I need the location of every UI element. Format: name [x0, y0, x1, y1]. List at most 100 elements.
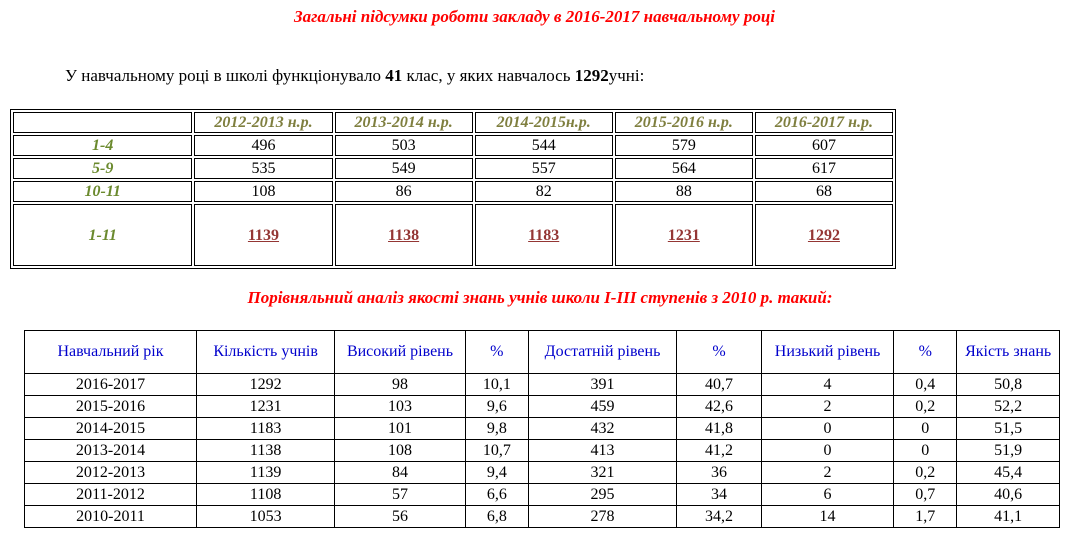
table-cell: 1292 [195, 373, 336, 396]
table-cell: 0,2 [893, 461, 958, 484]
header-cell: Навчальний рік [24, 330, 197, 374]
intro-text-before: У навчальному році в школі функціонувало [65, 66, 386, 85]
table-row: 1-4 496 503 544 579 607 [13, 135, 893, 156]
total-row: 1-11 1139 1138 1183 1231 1292 [13, 204, 893, 266]
table-cell: 40,7 [676, 373, 762, 396]
header-cell: 2012-2013 н.р. [194, 112, 333, 133]
table-cell: 535 [194, 158, 333, 179]
document-title: Загальні підсумки роботи закладу в 2016-… [293, 7, 776, 26]
table-cell: 14 [760, 505, 895, 528]
table-cell: 0 [893, 417, 958, 440]
header-cell: Високий рівень [334, 330, 466, 374]
table-cell: 88 [614, 181, 753, 202]
total-cell: 1231 [614, 204, 753, 266]
table-cell: 34 [676, 483, 762, 506]
table-cell: 1231 [195, 395, 336, 418]
header-cell: 2016-2017 н.р. [754, 112, 893, 133]
table-header-row: Навчальний рік Кількість учнів Високий р… [24, 330, 1060, 374]
table-cell: 544 [474, 135, 613, 156]
quality-table-body: 2016-2017 1292 98 10,1 391 40,7 4 0,4 50,8 2015-2… [24, 373, 1060, 528]
students-count: 1292 [574, 66, 609, 85]
table-cell: 82 [474, 181, 613, 202]
table-cell: 6 [760, 483, 895, 506]
total-row-label: 1-11 [13, 204, 193, 266]
table-cell: 391 [527, 373, 678, 396]
table-cell: 41,2 [676, 439, 762, 462]
header-cell: 2014-2015н.р. [474, 112, 613, 133]
table-cell: 103 [334, 395, 466, 418]
table-cell: 0 [893, 439, 958, 462]
school-year-cell: 2012-2013 [24, 461, 197, 484]
table-cell: 2 [760, 461, 895, 484]
table-cell: 57 [334, 483, 466, 506]
school-year-cell: 2016-2017 [24, 373, 197, 396]
table-cell: 9,4 [464, 461, 529, 484]
table-cell: 1138 [195, 439, 336, 462]
table-cell: 68 [754, 181, 893, 202]
total-cell: 1292 [754, 204, 893, 266]
table-row: 2014-2015 1183 101 9,8 432 41,8 0 0 51,5 [24, 417, 1060, 440]
quality-analysis-table: Навчальний рік Кількість учнів Високий р… [24, 330, 1060, 528]
intro-paragraph: У навчальному році в школі функціонувало… [65, 66, 644, 86]
table-cell: 45,4 [956, 461, 1060, 484]
table-row: 2016-2017 1292 98 10,1 391 40,7 4 0,4 50,8 [24, 373, 1060, 396]
table-cell: 10,7 [464, 439, 529, 462]
classes-count: 41 [385, 66, 403, 85]
intro-text-middle: клас, у яких навчалось [402, 66, 575, 85]
header-cell: % [893, 330, 958, 374]
table-cell: 1,7 [893, 505, 958, 528]
table-cell: 108 [334, 439, 466, 462]
school-year-cell: 2011-2012 [24, 483, 197, 506]
table-cell: 42,6 [676, 395, 762, 418]
table-cell: 0,7 [893, 483, 958, 506]
table-cell: 98 [334, 373, 466, 396]
header-cell: Низький рівень [760, 330, 895, 374]
table-cell: 1053 [195, 505, 336, 528]
table-cell: 51,9 [956, 439, 1060, 462]
table-cell: 496 [194, 135, 333, 156]
table-cell: 579 [614, 135, 753, 156]
table-cell: 36 [676, 461, 762, 484]
table-cell: 557 [474, 158, 613, 179]
table-cell: 321 [527, 461, 678, 484]
header-cell: Якість знань [956, 330, 1060, 374]
table-cell: 101 [334, 417, 466, 440]
table-cell: 0,4 [893, 373, 958, 396]
school-year-cell: 2010-2011 [24, 505, 197, 528]
table-cell: 549 [334, 158, 473, 179]
table-cell: 9,6 [464, 395, 529, 418]
table-cell: 295 [527, 483, 678, 506]
table-cell: 108 [194, 181, 333, 202]
table-cell: 56 [334, 505, 466, 528]
table-cell: 50,8 [956, 373, 1060, 396]
header-cell: Кількість учнів [195, 330, 336, 374]
row-label: 1-4 [13, 135, 193, 156]
table-cell: 1108 [195, 483, 336, 506]
header-cell: % [676, 330, 762, 374]
table-cell: 6,6 [464, 483, 529, 506]
table-row: 2011-2012 1108 57 6,6 295 34 6 0,7 40,6 [24, 483, 1060, 506]
table-cell: 432 [527, 417, 678, 440]
table-cell: 0 [760, 417, 895, 440]
table-cell: 459 [527, 395, 678, 418]
total-cell: 1183 [474, 204, 613, 266]
table-cell: 10,1 [464, 373, 529, 396]
table-cell: 84 [334, 461, 466, 484]
table-row: 2013-2014 1138 108 10,7 413 41,2 0 0 51,9 [24, 439, 1060, 462]
total-cell: 1138 [334, 204, 473, 266]
table-cell: 40,6 [956, 483, 1060, 506]
table-cell: 34,2 [676, 505, 762, 528]
school-year-cell: 2015-2016 [24, 395, 197, 418]
table-cell: 4 [760, 373, 895, 396]
table-row: 2015-2016 1231 103 9,6 459 42,6 2 0,2 52,2 [24, 395, 1060, 418]
table-cell: 1183 [195, 417, 336, 440]
table-row: 2012-2013 1139 84 9,4 321 36 2 0,2 45,4 [24, 461, 1060, 484]
table-cell: 617 [754, 158, 893, 179]
row-label: 10-11 [13, 181, 193, 202]
header-cell: 2013-2014 н.р. [334, 112, 473, 133]
section-subtitle: Порівняльний аналіз якості знань учнів ш… [247, 288, 833, 307]
table-cell: 86 [334, 181, 473, 202]
header-cell [13, 112, 193, 133]
table-cell: 52,2 [956, 395, 1060, 418]
header-cell: % [464, 330, 529, 374]
